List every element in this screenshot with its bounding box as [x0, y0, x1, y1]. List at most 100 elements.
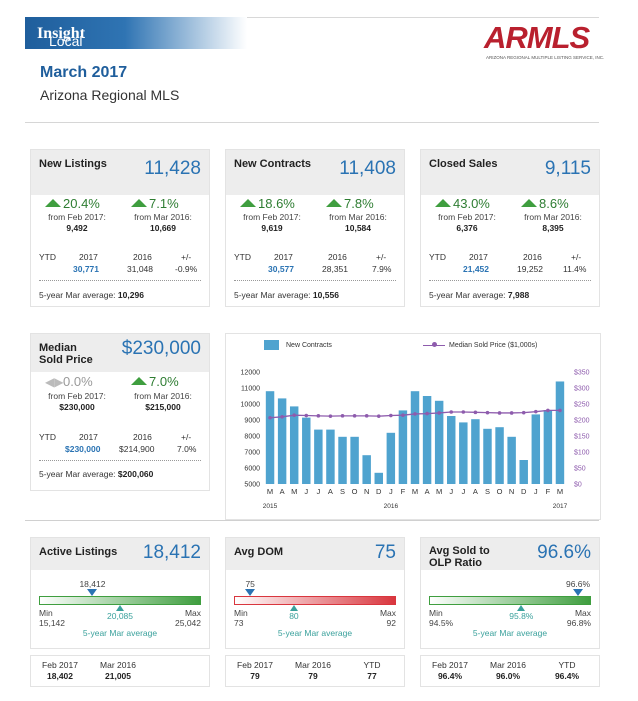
stat-value: 79	[250, 671, 260, 681]
x-tick-label: D	[521, 487, 527, 496]
card-head: Median Sold Price $230,000	[31, 334, 209, 372]
point-median-price	[268, 415, 272, 420]
bar-new-contracts	[338, 436, 347, 484]
change-month: 43.0%	[435, 196, 490, 211]
ytd-h3: +/-	[181, 252, 192, 262]
ytd-v1: $230,000	[65, 444, 101, 454]
bar-new-contracts	[555, 381, 565, 484]
legend-price: Median Sold Price ($1,000s)	[449, 342, 538, 349]
avg-label: 5-year Mar average:	[234, 290, 311, 300]
max-label: Max	[574, 608, 591, 618]
x-tick-label: A	[473, 487, 478, 496]
average-value: 95.8%	[509, 611, 534, 621]
label-line2: Sold Price	[39, 354, 93, 366]
ytd-h2: 2016	[523, 252, 542, 262]
stat-value: 21,005	[105, 671, 131, 681]
ytd-h2: 2016	[328, 252, 347, 262]
max-value: 96.8%	[566, 618, 591, 628]
from-prev-month: from Feb 2017: 9,619	[230, 212, 314, 234]
point-median-price	[364, 414, 369, 418]
stat-col: Mar 2016 79	[288, 660, 338, 682]
banner-prefix: Local Market	[49, 33, 92, 65]
stat-header: YTD	[363, 660, 381, 670]
up-arrow-icon	[521, 199, 537, 207]
min-label: Min	[39, 608, 53, 618]
up-arrow-icon	[131, 199, 147, 207]
bar-new-contracts	[386, 432, 396, 484]
ytd-v2: 28,351	[322, 264, 348, 274]
point-median-price	[352, 414, 357, 418]
ytd-v3: 7.9%	[372, 264, 392, 274]
y-left-tick-label: 5000	[244, 482, 260, 489]
stat-value: 77	[367, 671, 377, 681]
ytd-h2: 2016	[133, 432, 152, 442]
ytd-label: YTD	[429, 252, 446, 262]
point-median-price	[521, 410, 526, 415]
min-value: 73	[234, 618, 244, 628]
up-arrow-icon	[45, 199, 61, 207]
ytd-h3: +/-	[571, 252, 582, 262]
max-label: Max	[184, 608, 201, 618]
card-label: New Listings	[39, 158, 107, 170]
bar-new-contracts	[302, 417, 311, 484]
bar-new-contracts	[434, 400, 444, 484]
range-bar	[429, 596, 591, 605]
label-line2: OLP Ratio	[429, 557, 482, 569]
from-label: from Mar 2016:	[524, 212, 582, 222]
current-marker-icon	[573, 589, 584, 596]
sold-olp-stats: Feb 2017 96.4% Mar 2016 96.0% YTD 96.4%	[420, 655, 600, 687]
from-label: from Feb 2017:	[438, 212, 496, 222]
five-year-average: 5-year Mar average: 10,556	[234, 290, 339, 300]
dotted-divider	[429, 280, 591, 281]
from-value: 10,584	[345, 223, 371, 233]
dotted-divider	[39, 460, 201, 461]
bar-new-contracts	[265, 391, 275, 484]
card-label: New Contracts	[234, 158, 312, 170]
bar-new-contracts	[362, 455, 371, 484]
min-label: Min	[429, 608, 443, 618]
avg-label: 5-year Mar average:	[39, 469, 116, 479]
ytd-label: YTD	[39, 432, 56, 442]
from-prev-year: from Mar 2016: 10,669	[121, 212, 205, 234]
ytd-v2: $214,900	[119, 444, 155, 454]
avg-value: 10,556	[312, 290, 339, 300]
ytd-v3: 7.0%	[177, 444, 197, 454]
card-label: Closed Sales	[429, 158, 498, 170]
y-right-tick-label: $50	[574, 466, 586, 473]
point-median-price	[340, 414, 345, 418]
from-prev-month: from Feb 2017: 9,492	[35, 212, 119, 234]
from-value: $215,000	[145, 402, 181, 412]
from-label: from Feb 2017:	[48, 212, 106, 222]
y-left-tick-label: 6000	[244, 466, 260, 473]
card-label: Avg Sold to OLP Ratio	[429, 545, 490, 569]
x-tick-label: F	[401, 487, 406, 496]
change-year: 7.1%	[131, 196, 179, 211]
bar-new-contracts	[314, 429, 323, 484]
point-median-price	[304, 413, 309, 418]
change-month: 20.4%	[45, 196, 100, 211]
ytd-label: YTD	[39, 252, 56, 262]
bar-new-contracts	[277, 398, 287, 484]
from-value: $230,000	[59, 402, 95, 412]
y-left-tick-label: 7000	[244, 450, 260, 457]
x-tick-label: M	[436, 487, 442, 496]
x-tick-label: S	[485, 487, 490, 496]
change-month-value: 20.4%	[63, 196, 100, 211]
bar-new-contracts	[459, 422, 468, 484]
card-label: Avg DOM	[234, 546, 284, 558]
stat-col: Feb 2017 79	[232, 660, 278, 682]
x-tick-label: J	[449, 487, 453, 496]
change-year-value: 8.6%	[539, 196, 569, 211]
card-new-listings: New Listings 11,428 20.4% 7.1% from Feb …	[30, 149, 210, 307]
from-label: from Mar 2016:	[329, 212, 387, 222]
up-arrow-icon	[326, 199, 342, 207]
bar-new-contracts	[531, 414, 541, 484]
change-month-value: 0.0%	[63, 374, 93, 389]
current-marker-icon	[87, 589, 98, 596]
ytd-h2: 2016	[133, 252, 152, 262]
stat-col: YTD 77	[352, 660, 392, 682]
card-head: New Contracts 11,408	[226, 150, 404, 195]
from-label: from Mar 2016:	[134, 391, 192, 401]
change-year-value: 7.1%	[149, 196, 179, 211]
